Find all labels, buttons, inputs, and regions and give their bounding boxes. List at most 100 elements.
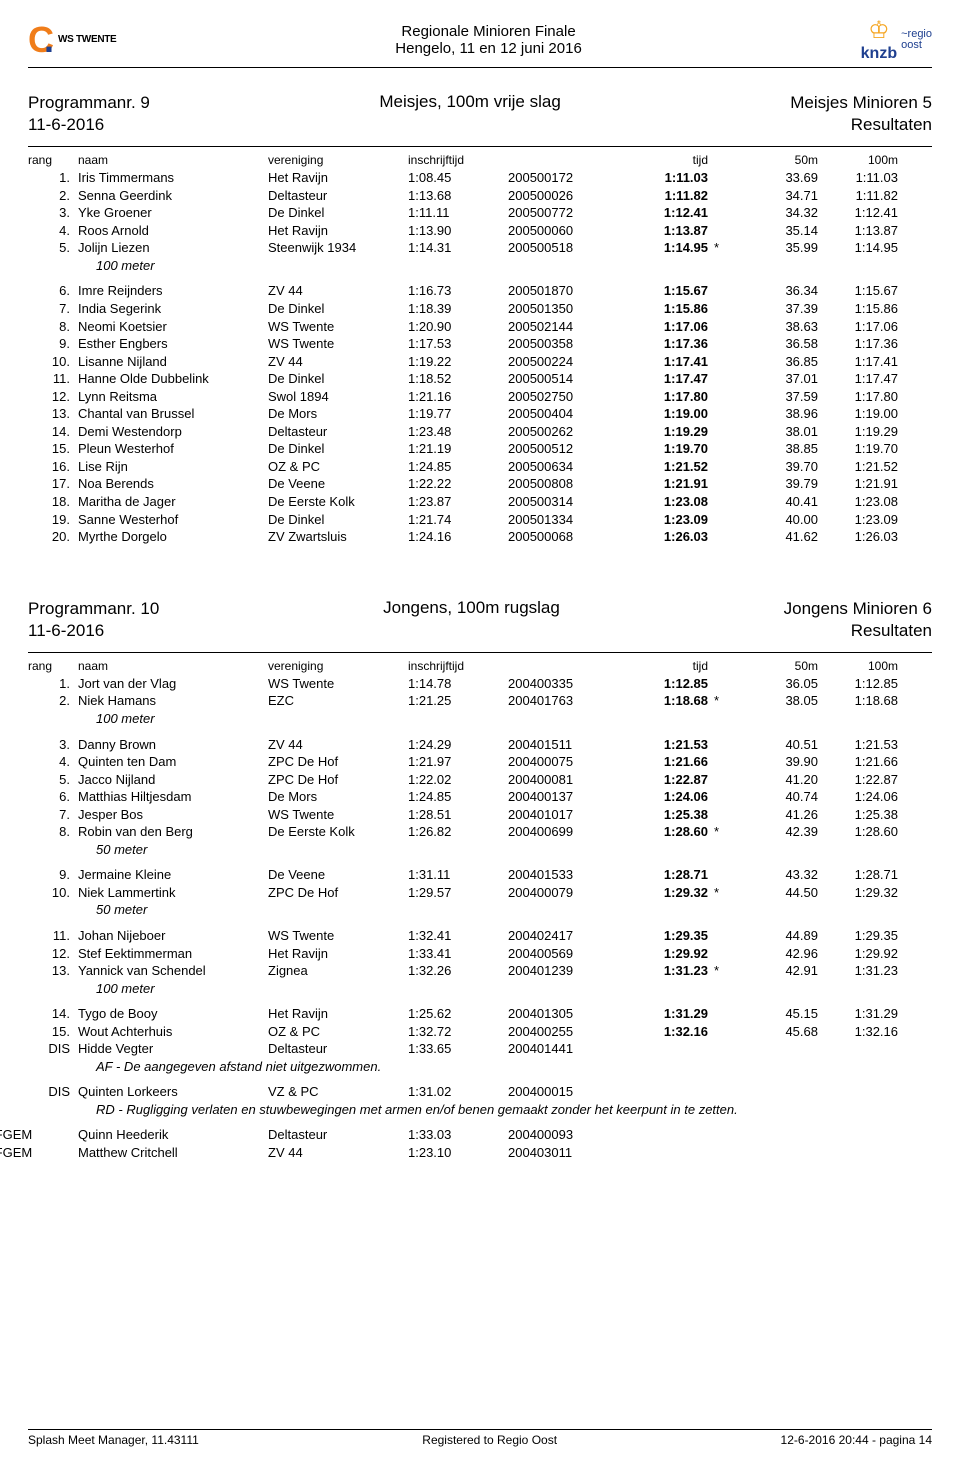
cell-entry-time: 1:21.97	[408, 753, 508, 771]
result-row: 6.Imre ReijndersZV 441:16.732005018701:1…	[28, 282, 932, 300]
cell-id: 200500172	[508, 169, 618, 187]
cell-50m: 42.96	[738, 945, 818, 963]
cell-star	[708, 475, 738, 493]
cell-time: 1:17.41	[618, 353, 708, 371]
cell-name: Senna Geerdink	[78, 187, 268, 205]
cell-rank: 9.	[28, 335, 78, 353]
cell-star	[708, 1144, 738, 1162]
col-tijd: tijd	[618, 153, 708, 167]
note-row: 100 meter	[28, 980, 932, 998]
cell-rank: 19.	[28, 511, 78, 529]
cell-entry-time: 1:26.82	[408, 823, 508, 841]
cell-rank: 3.	[28, 204, 78, 222]
lion-icon: ♔	[868, 16, 890, 45]
cell-100m	[818, 1083, 898, 1101]
result-row: 4.Quinten ten DamZPC De Hof1:21.97200400…	[28, 753, 932, 771]
cell-star	[708, 927, 738, 945]
cell-club: WS Twente	[268, 675, 408, 693]
cell-rank: 15.	[28, 440, 78, 458]
cell-name: Robin van den Berg	[78, 823, 268, 841]
cell-name: Maritha de Jager	[78, 493, 268, 511]
col-rang: rang	[28, 153, 78, 167]
cell-50m: 41.62	[738, 528, 818, 546]
cell-rank: 11.	[28, 370, 78, 388]
footer-left: Splash Meet Manager, 11.43111	[28, 1433, 199, 1447]
cell-name: Matthew Critchell	[78, 1144, 268, 1162]
cell-club: Deltasteur	[268, 1040, 408, 1058]
cell-name: Sanne Westerhof	[78, 511, 268, 529]
cell-100m	[818, 1040, 898, 1058]
cell-time: 1:32.16	[618, 1023, 708, 1041]
result-row: 14.Tygo de BooyHet Ravijn1:25.6220040130…	[28, 1005, 932, 1023]
cell-100m	[818, 1126, 898, 1144]
cell-entry-time: 1:14.31	[408, 239, 508, 257]
cell-name: Niek Hamans	[78, 692, 268, 710]
cell-rank: 4.	[28, 222, 78, 240]
cell-rank: 14.	[28, 423, 78, 441]
note-row: 50 meter	[28, 901, 932, 919]
cell-star	[708, 222, 738, 240]
cell-id: 200400081	[508, 771, 618, 789]
result-row: 5.Jacco NijlandZPC De Hof1:22.0220040008…	[28, 771, 932, 789]
cell-star: *	[708, 823, 738, 841]
cell-50m: 42.91	[738, 962, 818, 980]
cell-name: Jort van der Vlag	[78, 675, 268, 693]
program-event: Jongens, 100m rugslag	[159, 598, 783, 618]
cell-50m: 37.39	[738, 300, 818, 318]
cell-id: 200401763	[508, 692, 618, 710]
title-line1: Regionale Minioren Finale	[395, 23, 582, 40]
cell-time	[618, 1040, 708, 1058]
knzb-logo: ♔ knzb	[861, 16, 897, 63]
cell-time: 1:19.00	[618, 405, 708, 423]
cell-rank: 8.	[28, 318, 78, 336]
cell-time: 1:22.87	[618, 771, 708, 789]
cell-star	[708, 282, 738, 300]
result-row: AFGEMMatthew CritchellZV 441:23.10200403…	[0, 1144, 932, 1162]
cell-100m: 1:24.06	[818, 788, 898, 806]
cell-time: 1:14.95	[618, 239, 708, 257]
result-row: 3.Yke GroenerDe Dinkel1:11.112005007721:…	[28, 204, 932, 222]
cell-time: 1:25.38	[618, 806, 708, 824]
result-row: 7.India SegerinkDe Dinkel1:18.3920050135…	[28, 300, 932, 318]
cell-100m: 1:12.85	[818, 675, 898, 693]
cell-star	[708, 1023, 738, 1041]
cell-club: Deltasteur	[268, 423, 408, 441]
cell-id: 200500314	[508, 493, 618, 511]
cell-entry-time: 1:29.57	[408, 884, 508, 902]
cell-club: Het Ravijn	[268, 945, 408, 963]
cell-club: ZPC De Hof	[268, 753, 408, 771]
cell-id: 200401017	[508, 806, 618, 824]
cell-club: EZC	[268, 692, 408, 710]
cell-name: Tygo de Booy	[78, 1005, 268, 1023]
cell-time: 1:24.06	[618, 788, 708, 806]
cell-100m: 1:11.82	[818, 187, 898, 205]
cell-entry-time: 1:13.90	[408, 222, 508, 240]
cell-club: ZV 44	[268, 282, 408, 300]
result-row: 2.Senna GeerdinkDeltasteur1:13.682005000…	[28, 187, 932, 205]
cell-100m: 1:29.35	[818, 927, 898, 945]
cell-rank: 9.	[28, 866, 78, 884]
cell-50m: 36.85	[738, 353, 818, 371]
result-row: 14.Demi WestendorpDeltasteur1:23.4820050…	[28, 423, 932, 441]
cell-entry-time: 1:21.25	[408, 692, 508, 710]
cell-time: 1:21.66	[618, 753, 708, 771]
cell-100m: 1:17.06	[818, 318, 898, 336]
cell-time	[618, 1144, 708, 1162]
ws-twente-logo: C. WS TWENTE	[28, 19, 116, 61]
cell-time: 1:29.32	[618, 884, 708, 902]
cell-entry-time: 1:23.87	[408, 493, 508, 511]
program-subtitle: Resultaten	[790, 114, 932, 136]
cell-star	[708, 771, 738, 789]
cell-id: 200401511	[508, 736, 618, 754]
cell-entry-time: 1:24.29	[408, 736, 508, 754]
cell-name: Hanne Olde Dubbelink	[78, 370, 268, 388]
cell-name: Noa Berends	[78, 475, 268, 493]
col-inschrijftijd: inschrijftijd	[408, 659, 508, 673]
cell-entry-time: 1:21.74	[408, 511, 508, 529]
cell-name: Danny Brown	[78, 736, 268, 754]
cell-100m: 1:17.36	[818, 335, 898, 353]
cell-100m: 1:23.09	[818, 511, 898, 529]
cell-name: Lynn Reitsma	[78, 388, 268, 406]
cell-star: *	[708, 884, 738, 902]
cell-club: ZPC De Hof	[268, 884, 408, 902]
